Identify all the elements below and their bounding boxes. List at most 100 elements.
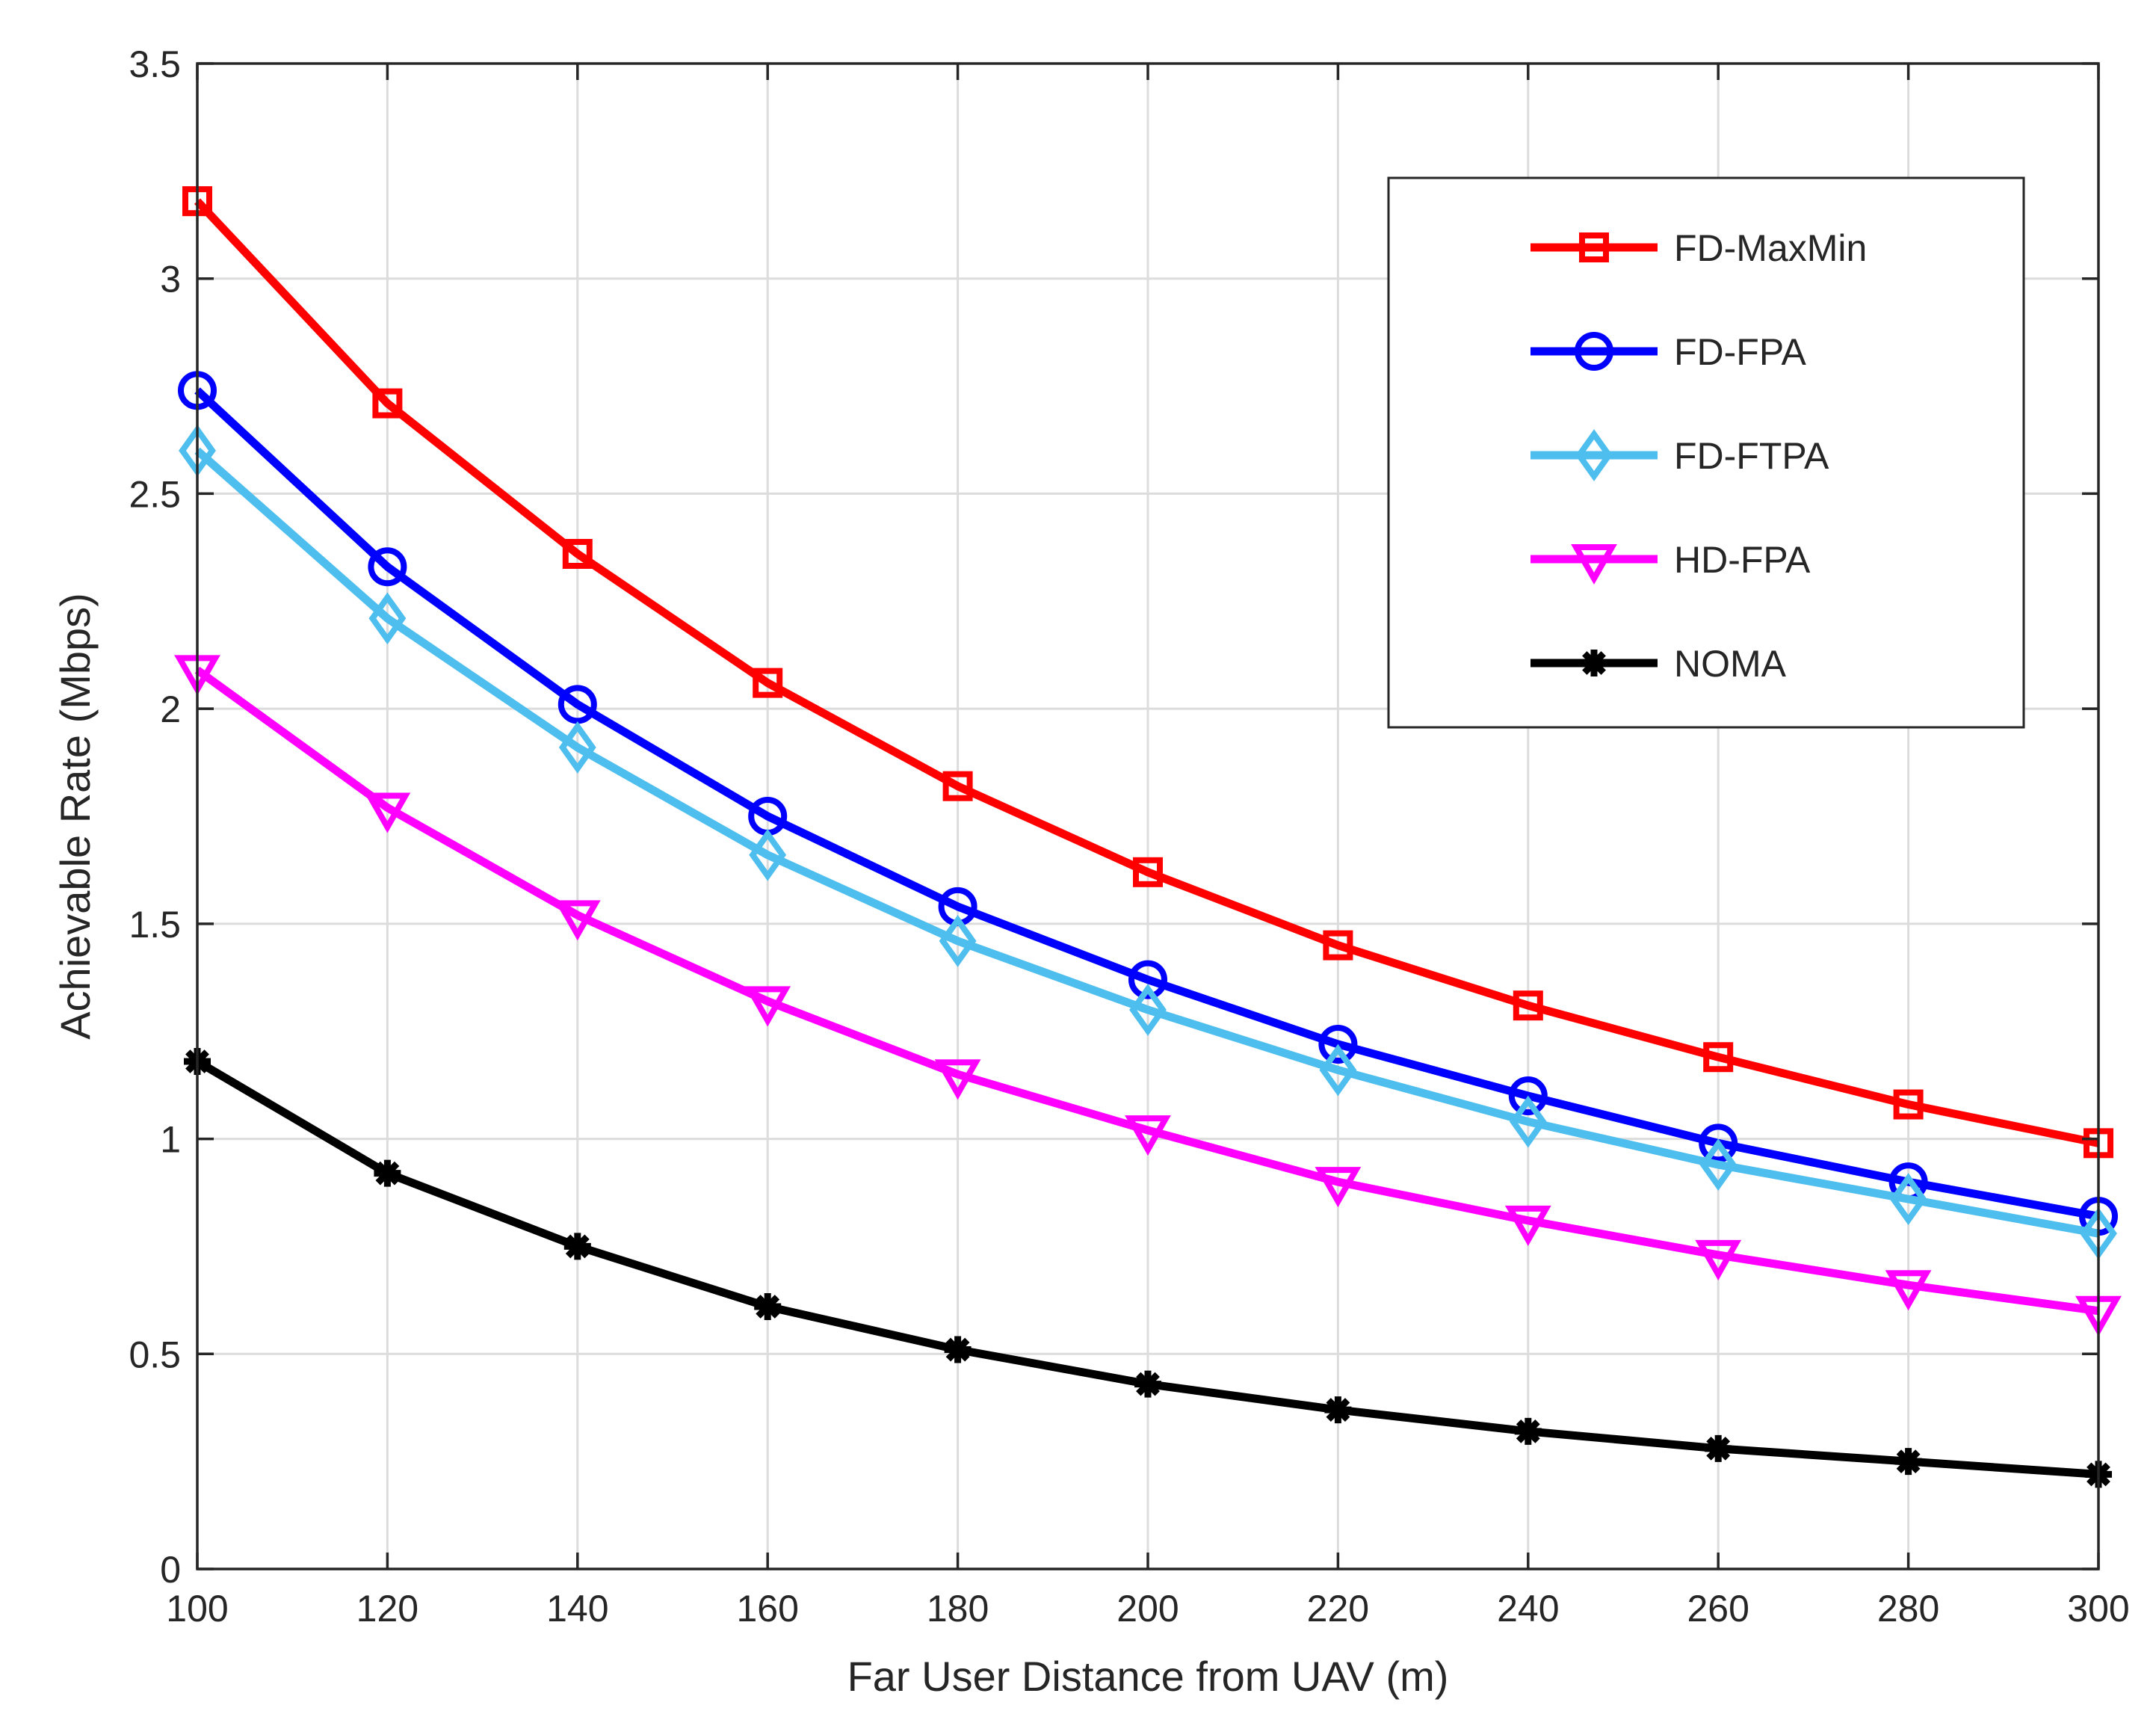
legend-box bbox=[1387, 176, 2025, 729]
data-point bbox=[944, 1336, 972, 1363]
data-point bbox=[753, 668, 783, 698]
y-tick-label: 1.5 bbox=[129, 904, 181, 946]
data-point bbox=[1509, 1095, 1547, 1148]
x-tick-label: 260 bbox=[1687, 1588, 1749, 1630]
legend-marker bbox=[1575, 429, 1613, 481]
data-point bbox=[744, 986, 791, 1027]
asterisk-stroke bbox=[1326, 1398, 1350, 1422]
legend-label: HD-FPA bbox=[1674, 539, 1811, 581]
data-point bbox=[1514, 1417, 1542, 1445]
data-point bbox=[364, 792, 411, 833]
series-hd-fpa bbox=[174, 655, 2122, 1337]
data-point bbox=[1504, 1205, 1551, 1246]
data-point bbox=[1128, 960, 1167, 999]
series-line bbox=[194, 666, 2099, 1316]
asterisk-stroke bbox=[1582, 651, 1606, 675]
x-tick-label: 280 bbox=[1877, 1588, 1939, 1630]
data-point bbox=[1323, 930, 1353, 961]
data-point bbox=[1508, 1076, 1548, 1116]
asterisk-stroke bbox=[756, 1295, 780, 1319]
data-point bbox=[939, 914, 977, 967]
legend: FD-MaxMin FD-FPA FD-FTPA HD-FPA NOMA bbox=[1387, 176, 2025, 729]
data-point bbox=[1318, 1024, 1358, 1064]
series-fd-maxmin bbox=[182, 186, 2113, 1159]
x-tick-label: 160 bbox=[736, 1588, 798, 1630]
series-fd-fpa bbox=[178, 371, 2118, 1236]
y-axis-label: Achievable Rate (Mbps) bbox=[52, 593, 99, 1040]
data-point bbox=[1699, 1138, 1738, 1191]
data-point bbox=[1703, 1042, 1734, 1073]
data-point bbox=[1319, 1043, 1357, 1097]
data-point bbox=[1699, 1123, 1738, 1163]
series-noma bbox=[184, 1047, 2112, 1488]
asterisk-stroke bbox=[1896, 1449, 1921, 1474]
data-point bbox=[372, 388, 403, 419]
data-point bbox=[1125, 1115, 1171, 1156]
data-point bbox=[374, 1159, 401, 1187]
y-tick-label: 1 bbox=[160, 1119, 181, 1161]
data-point bbox=[1133, 857, 1163, 887]
legend-label: FD-MaxMin bbox=[1674, 227, 1867, 269]
y-tick-label: 3 bbox=[160, 259, 181, 300]
legend-label: NOMA bbox=[1674, 643, 1787, 685]
data-point bbox=[562, 538, 593, 569]
legend-marker bbox=[1581, 650, 1607, 676]
y-tick-label: 2 bbox=[160, 688, 181, 730]
y-tick-label: 0 bbox=[160, 1549, 181, 1591]
legend-label: FD-FTPA bbox=[1674, 435, 1829, 477]
data-point bbox=[1894, 1448, 1922, 1476]
data-point bbox=[563, 1233, 591, 1260]
legend-marker bbox=[1579, 232, 1609, 262]
x-tick-label: 140 bbox=[546, 1588, 608, 1630]
series-layer bbox=[174, 186, 2122, 1488]
data-point bbox=[554, 900, 601, 941]
series-line bbox=[194, 198, 2100, 1147]
legend-entry: FD-MaxMin bbox=[1530, 227, 1867, 269]
data-point bbox=[1705, 1434, 1732, 1462]
x-tick-label: 300 bbox=[2067, 1588, 2129, 1630]
data-point bbox=[1695, 1239, 1742, 1280]
data-point bbox=[1893, 1089, 1924, 1120]
series-line bbox=[194, 387, 2099, 1221]
data-point bbox=[557, 685, 597, 724]
legend-entry: HD-FPA bbox=[1530, 539, 1811, 585]
legend-marker bbox=[1575, 332, 1613, 371]
asterisk-stroke bbox=[1136, 1372, 1160, 1396]
asterisk-stroke bbox=[1516, 1419, 1540, 1443]
asterisk-stroke bbox=[565, 1234, 590, 1259]
data-point bbox=[368, 547, 407, 587]
data-point bbox=[754, 1292, 782, 1320]
data-point bbox=[749, 828, 787, 881]
asterisk-stroke bbox=[945, 1337, 970, 1362]
x-tick-label: 240 bbox=[1497, 1588, 1559, 1630]
asterisk-stroke bbox=[1706, 1436, 1731, 1461]
data-point bbox=[1513, 990, 1543, 1021]
x-tick-label: 220 bbox=[1307, 1588, 1369, 1630]
axes-layer: 100 120 140 160 180 200 220 240 260 280 300 0 0.5 1 1.… bbox=[129, 43, 2129, 1630]
x-axis-label: Far User Distance from UAV (m) bbox=[847, 1653, 1449, 1700]
data-point bbox=[558, 721, 596, 774]
x-tick-label: 200 bbox=[1116, 1588, 1179, 1630]
data-point bbox=[1315, 1167, 1362, 1208]
data-point bbox=[1889, 1173, 1927, 1226]
y-tick-label: 0.5 bbox=[129, 1334, 181, 1375]
x-tick-label: 180 bbox=[927, 1588, 989, 1630]
data-point bbox=[942, 771, 973, 801]
asterisk-stroke bbox=[375, 1161, 400, 1186]
x-tick-label: 120 bbox=[356, 1588, 418, 1630]
series-line bbox=[194, 447, 2099, 1238]
data-point bbox=[1885, 1270, 1932, 1311]
legend-label: FD-FPA bbox=[1674, 331, 1806, 373]
data-point bbox=[1129, 984, 1167, 1036]
x-tick-label: 100 bbox=[166, 1588, 228, 1630]
legend-entry: NOMA bbox=[1530, 643, 1787, 685]
data-point bbox=[1324, 1396, 1352, 1424]
data-point bbox=[368, 592, 407, 645]
legend-entry: FD-FPA bbox=[1530, 331, 1806, 373]
legend-marker bbox=[1571, 544, 1617, 585]
data-point bbox=[934, 1059, 981, 1100]
legend-entry: FD-FTPA bbox=[1530, 429, 1829, 481]
y-tick-label: 3.5 bbox=[129, 43, 181, 85]
